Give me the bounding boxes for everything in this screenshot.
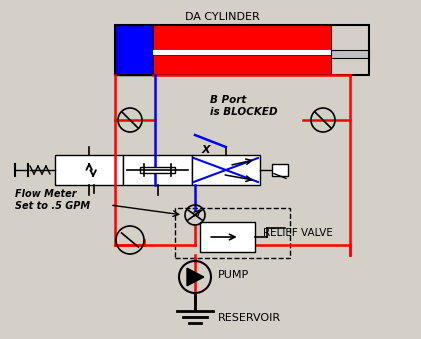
Bar [115,25,369,75]
Text: Flow Meter
Set to .5 GPM: Flow Meter Set to .5 GPM [15,189,90,211]
Text: RELIEF VALVE: RELIEF VALVE [263,228,333,238]
Bar [192,155,260,185]
Bar [153,50,331,55]
Polygon shape [187,268,204,286]
Text: DA CYLINDER: DA CYLINDER [185,12,260,22]
Bar [200,222,255,252]
Bar [175,208,290,258]
Text: X: X [202,145,210,155]
Bar [272,164,288,176]
Text: PUMP: PUMP [218,270,249,280]
Text: B Port
is BLOCKED: B Port is BLOCKED [210,95,277,117]
Bar [123,155,192,185]
Bar [55,155,123,185]
Bar [331,50,369,58]
Text: RESERVOIR: RESERVOIR [218,313,281,323]
Bar [115,25,153,75]
Bar [153,25,331,50]
Bar [153,55,331,75]
Bar [141,167,175,173]
